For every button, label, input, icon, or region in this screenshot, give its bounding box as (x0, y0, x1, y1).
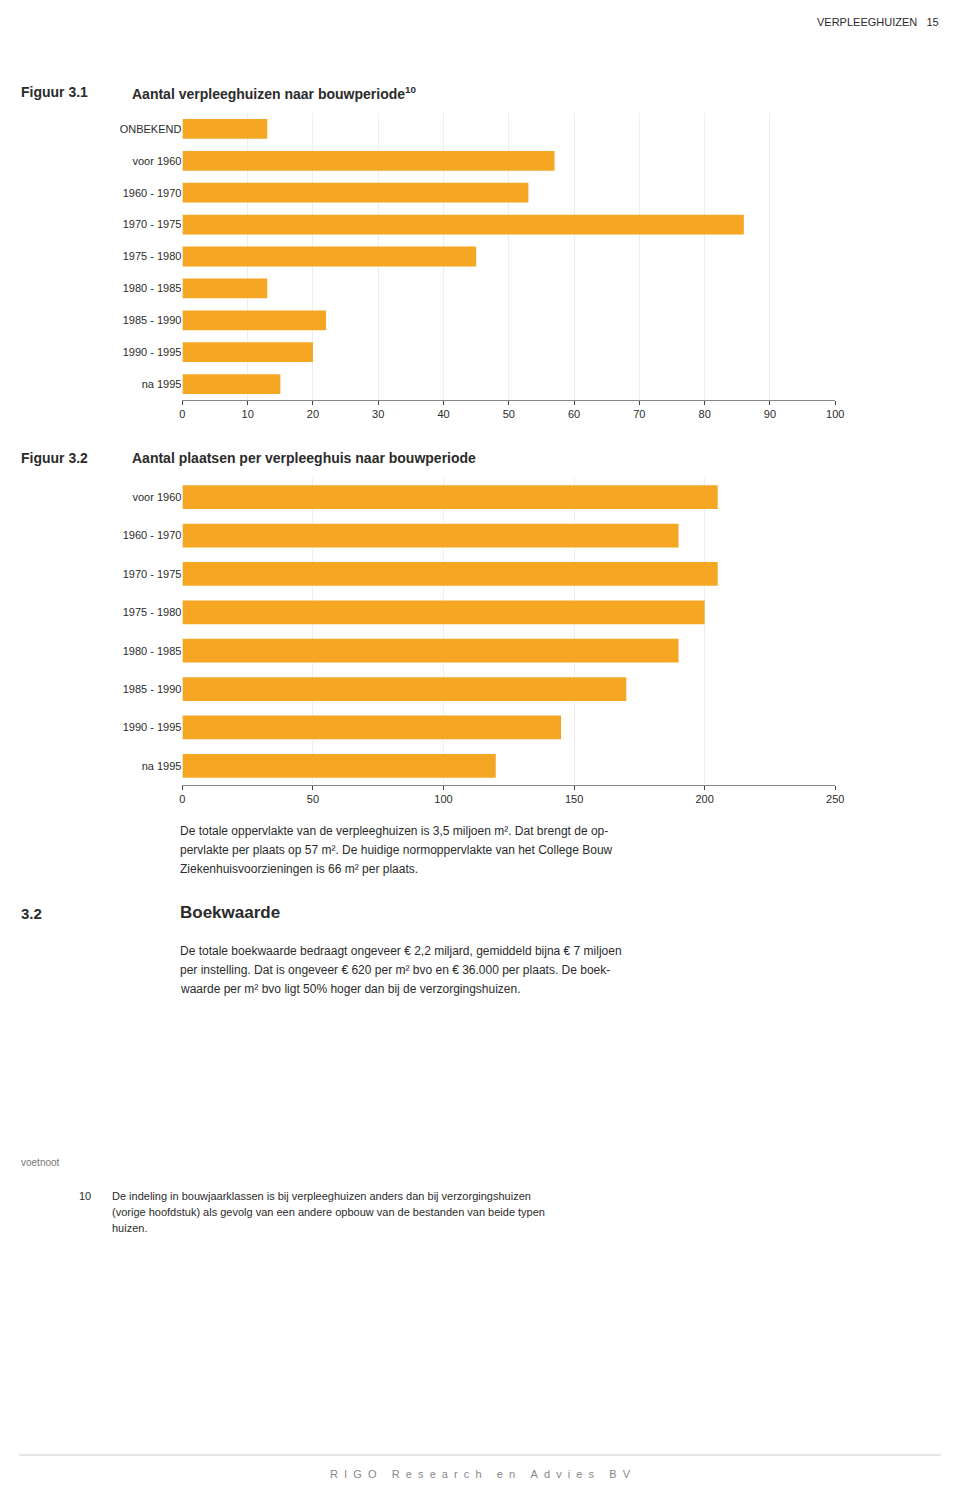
svg-text:150: 150 (565, 793, 583, 805)
svg-text:Boekwaarde: Boekwaarde (180, 903, 280, 922)
svg-text:60: 60 (568, 408, 580, 420)
svg-text:1985 - 1990: 1985 - 1990 (123, 683, 182, 695)
svg-text:Figuur 3.1: Figuur 3.1 (21, 84, 88, 100)
svg-text:0: 0 (179, 793, 185, 805)
svg-text:200: 200 (695, 793, 713, 805)
svg-text:1975 - 1980: 1975 - 1980 (123, 606, 182, 618)
svg-text:90: 90 (764, 408, 776, 420)
svg-text:30: 30 (372, 408, 384, 420)
svg-text:3.2: 3.2 (21, 905, 42, 922)
svg-text:voor 1960: voor 1960 (132, 155, 181, 167)
svg-text:(vorige hoofdstuk) als gevolg: (vorige hoofdstuk) als gevolg van een an… (112, 1206, 545, 1218)
svg-text:250: 250 (826, 793, 844, 805)
svg-text:per instelling. Dat is ongevee: per instelling. Dat is ongeveer € 620 pe… (180, 963, 610, 977)
svg-text:1960 - 1970: 1960 - 1970 (123, 529, 182, 541)
svg-text:1985 - 1990: 1985 - 1990 (123, 314, 182, 326)
svg-text:50: 50 (503, 408, 515, 420)
svg-text:0: 0 (179, 408, 185, 420)
svg-text:VERPLEEGHUIZEN 15: VERPLEEGHUIZEN 15 (817, 16, 939, 28)
svg-text:Ziekenhuisvoorzieningen is 66: Ziekenhuisvoorzieningen is 66 m² per pla… (180, 862, 418, 876)
svg-text:1990 - 1995: 1990 - 1995 (123, 721, 182, 733)
svg-text:na 1995: na 1995 (142, 760, 182, 772)
svg-text:1975 - 1980: 1975 - 1980 (123, 250, 182, 262)
svg-text:70: 70 (633, 408, 645, 420)
svg-text:80: 80 (699, 408, 711, 420)
svg-text:Aantal verpleeghuizen naar bou: Aantal verpleeghuizen naar bouwperiode​1… (132, 84, 417, 102)
svg-text:De totale oppervlakte van de v: De totale oppervlakte van de verpleeghui… (180, 824, 608, 838)
svg-text:waarde per m² bvo ligt 50% hog: waarde per m² bvo ligt 50% hoger dan bij… (180, 982, 521, 996)
svg-text:pervlakte per plaats op 57 m².: pervlakte per plaats op 57 m². De huidig… (180, 843, 613, 857)
svg-text:10: 10 (79, 1190, 91, 1202)
svg-text:1960 - 1970: 1960 - 1970 (123, 187, 182, 199)
svg-text:100: 100 (826, 408, 844, 420)
svg-text:voor 1960: voor 1960 (132, 491, 181, 503)
svg-text:100: 100 (434, 793, 452, 805)
svg-text:Aantal plaatsen per verpleeghu: Aantal plaatsen per verpleeghuis naar bo… (132, 450, 476, 466)
svg-text:Figuur 3.2: Figuur 3.2 (21, 450, 88, 466)
svg-text:De totale boekwaarde bedraagt: De totale boekwaarde bedraagt ongeveer €… (180, 944, 622, 958)
svg-text:R I G O R e s e a: R I G O R e s e a r c h e n A d v i e s … (330, 1468, 631, 1480)
svg-text:na 1995: na 1995 (142, 378, 182, 390)
svg-text:voetnoot: voetnoot (21, 1157, 60, 1168)
svg-text:10: 10 (242, 408, 254, 420)
svg-text:1970 - 1975: 1970 - 1975 (123, 218, 182, 230)
svg-text:De indeling in bouwjaarklassen: De indeling in bouwjaarklassen is bij ve… (112, 1190, 531, 1202)
svg-text:1980 - 1985: 1980 - 1985 (123, 645, 182, 657)
svg-text:1980 - 1985: 1980 - 1985 (123, 282, 182, 294)
svg-text:40: 40 (437, 408, 449, 420)
svg-text:20: 20 (307, 408, 319, 420)
svg-text:ONBEKEND: ONBEKEND (120, 123, 182, 135)
svg-text:huizen.: huizen. (112, 1222, 147, 1234)
svg-text:1970 - 1975: 1970 - 1975 (123, 568, 182, 580)
svg-text:50: 50 (307, 793, 319, 805)
svg-text:1990 - 1995: 1990 - 1995 (123, 346, 182, 358)
